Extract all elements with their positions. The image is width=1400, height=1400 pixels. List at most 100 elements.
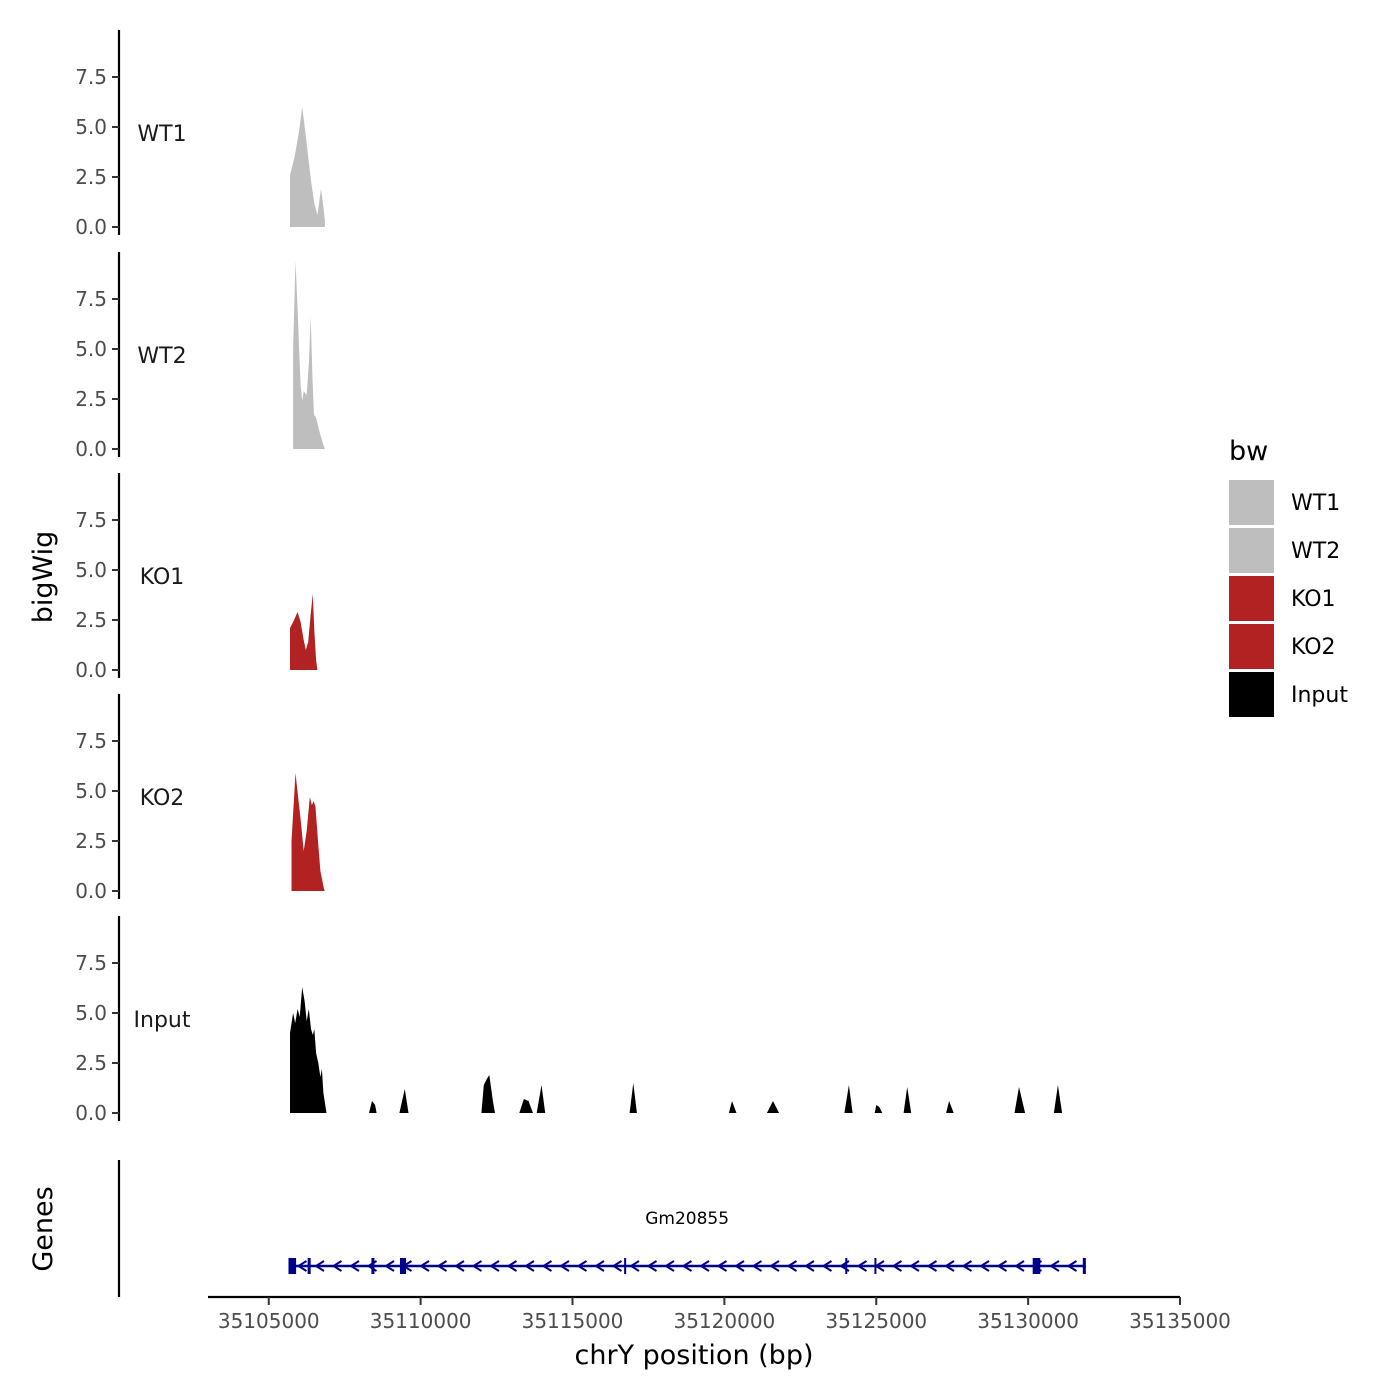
strand-arrow	[786, 1260, 798, 1272]
track-label: KO1	[140, 565, 185, 590]
legend-label: KO1	[1291, 587, 1336, 612]
strand-arrow	[1066, 1260, 1078, 1272]
strand-arrow	[1049, 1260, 1060, 1272]
coverage-area-ko2	[291, 773, 325, 891]
y-tick-label: 5.0	[75, 115, 107, 139]
strand-arrow	[629, 1260, 640, 1272]
y-tick-label: 2.5	[75, 387, 107, 411]
y-tick-label: 7.5	[75, 729, 107, 753]
y-tick-label: 0.0	[75, 879, 107, 903]
legend-label: KO2	[1291, 635, 1336, 660]
x-tick-label: 35115000	[522, 1309, 624, 1333]
legend-label: WT2	[1291, 539, 1340, 564]
legend-label: Input	[1291, 683, 1348, 708]
track-ko2: 0.0 2.5 5.0 7.5 KO2	[75, 694, 325, 903]
strand-arrow	[471, 1260, 483, 1272]
y-tick-label: 0.0	[75, 658, 107, 682]
gene-exon	[874, 1258, 877, 1274]
x-tick-label: 35110000	[370, 1309, 472, 1333]
y-axis-title: bigWig	[28, 531, 59, 624]
legend-swatch	[1229, 624, 1274, 669]
strand-arrow	[681, 1260, 693, 1272]
y-tick-label: 2.5	[75, 608, 107, 632]
track-label: WT1	[137, 122, 186, 147]
x-tick-label: 35120000	[673, 1309, 775, 1333]
legend-swatch	[1229, 480, 1274, 525]
legend-item-input: Input	[1229, 672, 1348, 717]
strand-arrow	[611, 1260, 623, 1272]
strand-arrow	[506, 1260, 518, 1272]
strand-arrow	[331, 1260, 343, 1272]
strand-arrow	[979, 1260, 990, 1272]
x-tick-label: 35125000	[825, 1309, 927, 1333]
y-tick-label: 7.5	[75, 508, 107, 532]
legend-item-ko2: KO2	[1229, 624, 1336, 669]
strand-arrow	[716, 1260, 728, 1272]
strand-arrow	[751, 1260, 763, 1272]
genes-track-title: Genes	[28, 1186, 59, 1271]
y-tick-label: 2.5	[75, 1051, 107, 1075]
gene-gm20855: Gm20855	[288, 1209, 1086, 1274]
gene-exon	[624, 1258, 627, 1274]
strand-arrow	[436, 1260, 448, 1272]
x-tick-label: 35135000	[1129, 1309, 1231, 1333]
y-tick-label: 0.0	[75, 1101, 107, 1125]
legend-item-ko1: KO1	[1229, 576, 1336, 621]
gene-exon	[845, 1258, 848, 1274]
strand-arrow	[384, 1260, 395, 1272]
strand-arrow	[349, 1260, 360, 1272]
track-input: 0.0 2.5 5.0 7.5 Input	[75, 916, 1063, 1125]
strand-arrow	[804, 1260, 815, 1272]
strand-arrow	[944, 1260, 955, 1272]
strand-arrow	[296, 1260, 308, 1272]
strand-arrow	[524, 1260, 535, 1272]
coverage-area-ko1	[290, 594, 318, 670]
genes-track: Gm20855	[117, 1160, 1086, 1297]
track-wt2: 0.0 2.5 5.0 7.5 WT2	[75, 252, 325, 461]
legend-swatch	[1229, 576, 1274, 621]
legend-item-wt2: WT2	[1229, 528, 1340, 573]
strand-arrow	[961, 1260, 973, 1272]
y-tick-label: 5.0	[75, 779, 107, 803]
y-tick-label: 5.0	[75, 558, 107, 582]
tracks-layer: 0.0 2.5 5.0 7.5 WT1 0.0 2.5 5.0 7.5 WT2 0.0 2.5 5.0 7…	[75, 30, 1063, 1125]
strand-arrow	[594, 1260, 605, 1272]
strand-arrow	[1014, 1260, 1025, 1272]
strand-arrow	[314, 1260, 325, 1272]
gene-exon	[371, 1258, 375, 1274]
gene-exon	[1032, 1258, 1041, 1274]
gene-exon	[288, 1258, 297, 1274]
coverage-area-wt1	[290, 107, 325, 227]
y-tick-label: 5.0	[75, 1001, 107, 1025]
legend: bw WT1 WT2 KO1 KO2 Input	[1229, 436, 1348, 717]
coverage-area-input	[290, 987, 1063, 1113]
strand-arrow	[996, 1260, 1008, 1272]
y-tick-label: 2.5	[75, 829, 107, 853]
gene-exon	[1082, 1258, 1086, 1274]
coverage-area-wt2	[293, 261, 325, 449]
track-wt1: 0.0 2.5 5.0 7.5 WT1	[75, 30, 325, 239]
y-tick-label: 7.5	[75, 287, 107, 311]
x-axis: 35105000 35110000 35115000 35120000 35125000…	[208, 1295, 1231, 1333]
legend-item-wt1: WT1	[1229, 480, 1340, 525]
strand-arrow	[664, 1260, 675, 1272]
y-tick-label: 7.5	[75, 951, 107, 975]
y-tick-label: 7.5	[75, 65, 107, 89]
strand-arrow	[489, 1260, 500, 1272]
track-ko1: 0.0 2.5 5.0 7.5 KO1	[75, 473, 318, 682]
y-tick-label: 0.0	[75, 437, 107, 461]
strand-arrow	[856, 1260, 868, 1272]
gene-exon	[307, 1258, 311, 1274]
y-tick-label: 0.0	[75, 215, 107, 239]
x-tick-label: 35130000	[977, 1309, 1079, 1333]
legend-label: WT1	[1291, 491, 1340, 516]
strand-arrow	[734, 1260, 745, 1272]
y-tick-label: 5.0	[75, 337, 107, 361]
track-label: KO2	[140, 786, 185, 811]
strand-arrow	[891, 1260, 903, 1272]
legend-swatch	[1229, 528, 1274, 573]
legend-swatch	[1229, 672, 1274, 717]
strand-arrow	[646, 1260, 658, 1272]
track-label: Input	[134, 1008, 191, 1033]
